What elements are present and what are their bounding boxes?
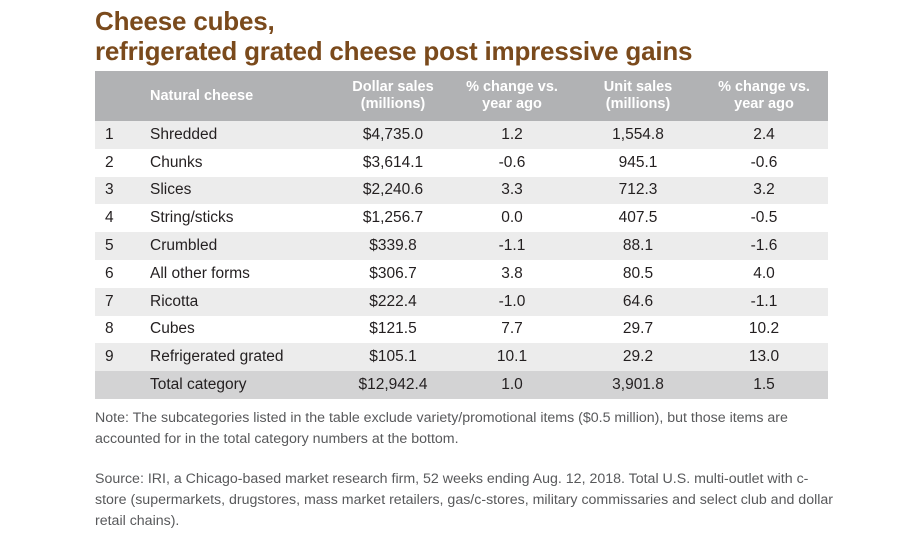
table-row: 1 Shredded $4,735.0 1.2 1,554.8 2.4	[95, 121, 828, 149]
table-row: 2 Chunks $3,614.1 -0.6 945.1 -0.6	[95, 148, 828, 177]
row-rank: 5	[95, 232, 150, 260]
header-natural-cheese: Natural cheese	[150, 71, 338, 121]
row-dollar-sales: $306.7	[338, 259, 448, 288]
total-row: Total category $12,942.4 1.0 3,901.8 1.5	[95, 371, 828, 399]
table-row: 5 Crumbled $339.8 -1.1 88.1 -1.6	[95, 232, 828, 260]
row-dollar-sales: $3,614.1	[338, 148, 448, 177]
row-dollar-change: -0.6	[448, 148, 576, 177]
row-rank: 3	[95, 176, 150, 205]
total-rank	[95, 371, 150, 399]
header-dollar-sales-line-2: (millions)	[360, 96, 426, 112]
row-dollar-change: 3.3	[448, 176, 576, 205]
row-unit-change: 2.4	[700, 121, 828, 149]
row-unit-change: 3.2	[700, 176, 828, 205]
title-line-1: Cheese cubes,	[95, 6, 275, 36]
table-header-row: Natural cheese Dollar sales (millions) %…	[95, 71, 828, 121]
row-cheese-type: All other forms	[150, 259, 338, 288]
header-unit-sales-line-1: Unit sales	[603, 79, 673, 95]
row-cheese-type: Crumbled	[150, 232, 338, 260]
table-row: 7 Ricotta $222.4 -1.0 64.6 -1.1	[95, 287, 828, 316]
row-unit-sales: 80.5	[576, 259, 700, 288]
row-unit-change: -0.6	[700, 148, 828, 177]
row-unit-change: 13.0	[700, 343, 828, 372]
row-rank: 8	[95, 315, 150, 344]
row-dollar-sales: $1,256.7	[338, 204, 448, 233]
row-rank: 7	[95, 287, 150, 316]
row-unit-sales: 64.6	[576, 287, 700, 316]
row-unit-change: 4.0	[700, 259, 828, 288]
page-title: Cheese cubes, refrigerated grated cheese…	[95, 6, 693, 66]
header-rank	[95, 71, 150, 121]
row-unit-sales: 712.3	[576, 176, 700, 205]
table-row: 3 Slices $2,240.6 3.3 712.3 3.2	[95, 176, 828, 205]
header-unit-change-line-2: year ago	[734, 96, 794, 112]
row-unit-sales: 1,554.8	[576, 121, 700, 149]
table-row: 4 String/sticks $1,256.7 0.0 407.5 -0.5	[95, 204, 828, 233]
note-text: Note: The subcategories listed in the ta…	[95, 410, 788, 447]
row-dollar-change: -1.0	[448, 287, 576, 316]
header-dollar-sales: Dollar sales (millions)	[338, 71, 448, 121]
row-cheese-type: Slices	[150, 176, 338, 205]
row-dollar-change: 0.0	[448, 204, 576, 233]
row-dollar-sales: $339.8	[338, 232, 448, 260]
total-unit-change: 1.5	[700, 371, 828, 399]
row-rank: 2	[95, 148, 150, 177]
row-dollar-sales: $2,240.6	[338, 176, 448, 205]
cheese-sales-table: Natural cheese Dollar sales (millions) %…	[95, 71, 828, 399]
row-unit-sales: 88.1	[576, 232, 700, 260]
footnotes: Note: The subcategories listed in the ta…	[95, 408, 835, 532]
header-dollar-change-line-1: % change vs.	[466, 79, 558, 95]
header-dollar-change: % change vs. year ago	[448, 71, 576, 121]
row-unit-change: 10.2	[700, 315, 828, 344]
row-unit-sales: 29.7	[576, 315, 700, 344]
row-unit-sales: 945.1	[576, 148, 700, 177]
total-unit-sales: 3,901.8	[576, 371, 700, 399]
title-line-2: refrigerated grated cheese post impressi…	[95, 36, 693, 66]
header-dollar-sales-line-1: Dollar sales	[352, 79, 434, 95]
row-unit-change: -1.1	[700, 287, 828, 316]
row-dollar-change: -1.1	[448, 232, 576, 260]
header-unit-change: % change vs. year ago	[700, 71, 828, 121]
row-dollar-sales: $4,735.0	[338, 121, 448, 149]
row-cheese-type: Ricotta	[150, 287, 338, 316]
row-unit-change: -1.6	[700, 232, 828, 260]
row-rank: 9	[95, 343, 150, 372]
row-cheese-type: String/sticks	[150, 204, 338, 233]
header-unit-sales-line-2: (millions)	[605, 96, 671, 112]
table-row: 8 Cubes $121.5 7.7 29.7 10.2	[95, 315, 828, 344]
row-unit-sales: 29.2	[576, 343, 700, 372]
row-dollar-sales: $121.5	[338, 315, 448, 344]
row-unit-change: -0.5	[700, 204, 828, 233]
row-dollar-sales: $222.4	[338, 287, 448, 316]
row-rank: 1	[95, 121, 150, 149]
source-text: Source: IRI, a Chicago-based market rese…	[95, 471, 833, 529]
total-dollar-sales: $12,942.4	[338, 371, 448, 399]
row-rank: 6	[95, 259, 150, 288]
total-dollar-change: 1.0	[448, 371, 576, 399]
row-dollar-change: 3.8	[448, 259, 576, 288]
row-cheese-type: Shredded	[150, 121, 338, 149]
row-cheese-type: Chunks	[150, 148, 338, 177]
table-row: 9 Refrigerated grated $105.1 10.1 29.2 1…	[95, 343, 828, 372]
row-dollar-sales: $105.1	[338, 343, 448, 372]
row-rank: 4	[95, 204, 150, 233]
row-cheese-type: Cubes	[150, 315, 338, 344]
row-dollar-change: 10.1	[448, 343, 576, 372]
row-dollar-change: 7.7	[448, 315, 576, 344]
total-label: Total category	[150, 371, 338, 399]
row-dollar-change: 1.2	[448, 121, 576, 149]
header-dollar-change-line-2: year ago	[482, 96, 542, 112]
table-row: 6 All other forms $306.7 3.8 80.5 4.0	[95, 259, 828, 288]
row-cheese-type: Refrigerated grated	[150, 343, 338, 372]
header-unit-change-line-1: % change vs.	[718, 79, 810, 95]
header-unit-sales: Unit sales (millions)	[576, 71, 700, 121]
row-unit-sales: 407.5	[576, 204, 700, 233]
